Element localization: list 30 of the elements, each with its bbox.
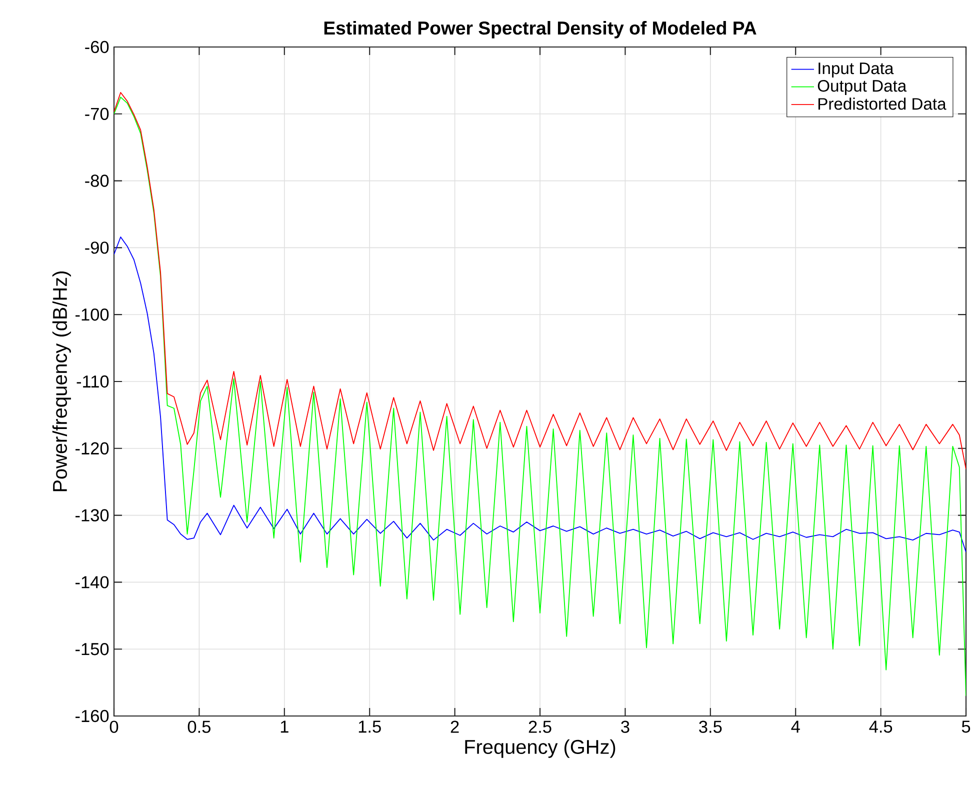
y-tick-label: -110 xyxy=(76,375,109,388)
y-tick-label: -120 xyxy=(76,442,109,455)
y-tick-label: -130 xyxy=(76,509,109,522)
x-tick-label: 4.5 xyxy=(869,720,892,733)
y-tick-label: -80 xyxy=(85,174,109,187)
x-tick-label: 0 xyxy=(110,720,118,733)
x-tick-label: 4 xyxy=(791,720,800,733)
y-tick-label: -150 xyxy=(76,642,109,656)
legend-label: Output Data xyxy=(818,80,907,96)
x-tick-label: 1.5 xyxy=(358,720,381,733)
legend-label: Input Data xyxy=(818,62,894,78)
legend-label: Predistorted Data xyxy=(818,98,946,110)
x-tick-label: 1 xyxy=(280,720,288,733)
y-tick-label: -70 xyxy=(85,108,109,120)
y-axis-title: Power/frequency (dB/Hz) xyxy=(52,271,71,492)
line-series xyxy=(114,236,966,553)
y-tick-label: -160 xyxy=(76,710,109,722)
y-tick-label: -140 xyxy=(76,576,109,588)
x-axis-title: Frequency (GHz) xyxy=(465,739,616,758)
line-series xyxy=(114,96,966,696)
y-tick-label: -100 xyxy=(76,308,109,321)
x-tick-label: 0.5 xyxy=(188,720,210,733)
x-tick-label: 3 xyxy=(621,720,630,733)
chart-title: Estimated Power Spectral Density of Modeled PA xyxy=(324,20,756,38)
x-tick-label: 2.5 xyxy=(528,720,552,733)
x-tick-label: 5 xyxy=(962,720,970,733)
x-tick-label: 2 xyxy=(450,720,459,733)
y-tick-label: -90 xyxy=(85,242,109,254)
y-tick-label: -60 xyxy=(85,40,109,54)
x-tick-label: 3.5 xyxy=(699,720,722,733)
